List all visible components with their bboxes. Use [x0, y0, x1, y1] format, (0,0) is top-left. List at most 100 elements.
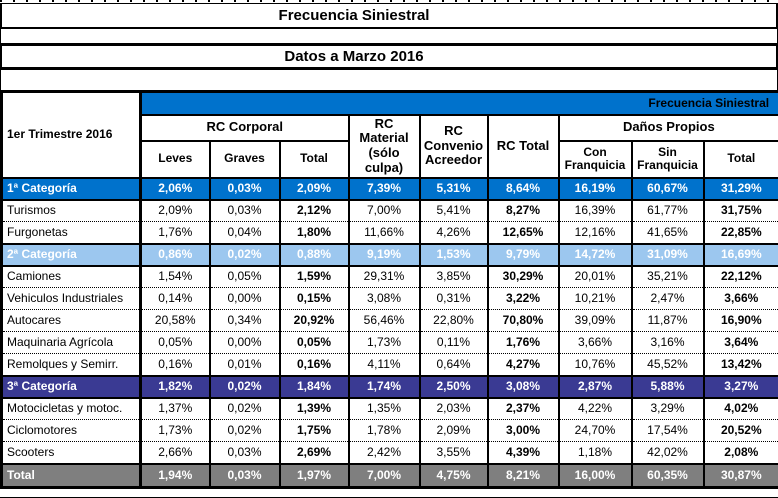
value-cell[interactable]: 3,08% — [347, 287, 421, 310]
value-cell[interactable]: 2,09% — [278, 176, 350, 201]
value-cell[interactable]: 9,79% — [486, 242, 560, 267]
value-cell[interactable]: 1,35% — [347, 397, 421, 420]
value-cell[interactable]: 1,73% — [139, 419, 211, 442]
value-cell[interactable]: 4,02% — [702, 397, 778, 420]
value-cell[interactable]: 0,02% — [208, 397, 281, 420]
value-cell[interactable]: 0,05% — [208, 265, 281, 288]
value-cell[interactable]: 2,08% — [702, 441, 778, 464]
value-cell[interactable]: 0,11% — [418, 331, 489, 354]
value-cell[interactable]: 0,88% — [278, 242, 350, 267]
value-cell[interactable]: 1,18% — [557, 441, 633, 464]
value-cell[interactable]: 56,46% — [347, 309, 421, 332]
value-cell[interactable]: 24,70% — [557, 419, 633, 442]
value-cell[interactable]: 22,85% — [702, 221, 778, 244]
value-cell[interactable]: 22,80% — [418, 309, 489, 332]
value-cell[interactable]: 3,16% — [630, 331, 705, 354]
column-header-rc-convenio[interactable]: RC Convenio Acreedor — [418, 113, 489, 179]
value-cell[interactable]: 20,52% — [702, 419, 778, 442]
value-cell[interactable]: 1,78% — [347, 419, 421, 442]
value-cell[interactable]: 2,87% — [557, 374, 633, 399]
column-header-con-franquicia[interactable]: Con Franquicia — [557, 139, 633, 179]
value-cell[interactable]: 31,09% — [630, 242, 705, 267]
row-label-cell[interactable]: Scooters — [0, 441, 142, 464]
value-cell[interactable]: 2,09% — [418, 419, 489, 442]
value-cell[interactable]: 2,06% — [139, 176, 211, 201]
value-cell[interactable]: 0,64% — [418, 353, 489, 376]
value-cell[interactable]: 0,02% — [208, 419, 281, 442]
column-header-sin-franquicia[interactable]: Sin Franquicia — [630, 139, 705, 179]
value-cell[interactable]: 31,75% — [702, 199, 778, 222]
row-label-cell[interactable]: 3ª Categoría — [0, 374, 142, 399]
value-cell[interactable]: 2,66% — [139, 441, 211, 464]
row-label-cell[interactable]: Autocares — [0, 309, 142, 332]
value-cell[interactable]: 1,84% — [278, 374, 350, 399]
subtitle-bar[interactable]: Datos a Marzo 2016 — [0, 43, 778, 70]
group-header-rc-corporal[interactable]: RC Corporal — [139, 113, 350, 142]
corner-header-cell[interactable]: 1er Trimestre 2016 — [0, 90, 142, 179]
value-cell[interactable]: 1,74% — [347, 374, 421, 399]
value-cell[interactable]: 13,42% — [702, 353, 778, 376]
value-cell[interactable]: 60,67% — [630, 176, 705, 201]
value-cell[interactable]: 30,87% — [702, 462, 778, 489]
value-cell[interactable]: 10,21% — [557, 287, 633, 310]
value-cell[interactable]: 41,65% — [630, 221, 705, 244]
value-cell[interactable]: 0,05% — [278, 331, 350, 354]
value-cell[interactable]: 8,64% — [486, 176, 560, 201]
value-cell[interactable]: 5,31% — [418, 176, 489, 201]
value-cell[interactable]: 0,01% — [208, 353, 281, 376]
value-cell[interactable]: 3,08% — [486, 374, 560, 399]
value-cell[interactable]: 2,69% — [278, 441, 350, 464]
value-cell[interactable]: 22,12% — [702, 265, 778, 288]
value-cell[interactable]: 16,39% — [557, 199, 633, 222]
value-cell[interactable]: 0,15% — [278, 287, 350, 310]
value-cell[interactable]: 10,76% — [557, 353, 633, 376]
value-cell[interactable]: 1,59% — [278, 265, 350, 288]
column-header-dp-total[interactable]: Total — [702, 139, 778, 179]
value-cell[interactable]: 1,76% — [486, 331, 560, 354]
value-cell[interactable]: 70,80% — [486, 309, 560, 332]
value-cell[interactable]: 2,50% — [418, 374, 489, 399]
column-header-graves[interactable]: Graves — [208, 139, 281, 179]
value-cell[interactable]: 2,37% — [486, 397, 560, 420]
row-label-cell[interactable]: Remolques y Semirr. — [0, 353, 142, 376]
value-cell[interactable]: 7,00% — [347, 199, 421, 222]
value-cell[interactable]: 4,22% — [557, 397, 633, 420]
value-cell[interactable]: 1,54% — [139, 265, 211, 288]
value-cell[interactable]: 1,80% — [278, 221, 350, 244]
value-cell[interactable]: 8,27% — [486, 199, 560, 222]
value-cell[interactable]: 11,66% — [347, 221, 421, 244]
value-cell[interactable]: 5,41% — [418, 199, 489, 222]
row-label-cell[interactable]: Turismos — [0, 199, 142, 222]
value-cell[interactable]: 17,54% — [630, 419, 705, 442]
value-cell[interactable]: 16,90% — [702, 309, 778, 332]
row-label-cell[interactable]: Total — [0, 462, 142, 489]
value-cell[interactable]: 30,29% — [486, 265, 560, 288]
value-cell[interactable]: 3,66% — [702, 287, 778, 310]
value-cell[interactable]: 0,16% — [278, 353, 350, 376]
value-cell[interactable]: 7,00% — [347, 462, 421, 489]
value-cell[interactable]: 0,03% — [208, 176, 281, 201]
value-cell[interactable]: 1,73% — [347, 331, 421, 354]
value-cell[interactable]: 3,85% — [418, 265, 489, 288]
value-cell[interactable]: 39,09% — [557, 309, 633, 332]
value-cell[interactable]: 8,21% — [486, 462, 560, 489]
column-header-rc-total[interactable]: RC Total — [486, 113, 560, 179]
value-cell[interactable]: 16,00% — [557, 462, 633, 489]
value-cell[interactable]: 4,27% — [486, 353, 560, 376]
value-cell[interactable]: 1,53% — [418, 242, 489, 267]
value-cell[interactable]: 0,03% — [208, 462, 281, 489]
value-cell[interactable]: 16,19% — [557, 176, 633, 201]
value-cell[interactable]: 11,87% — [630, 309, 705, 332]
value-cell[interactable]: 1,75% — [278, 419, 350, 442]
value-cell[interactable]: 2,03% — [418, 397, 489, 420]
column-header-total[interactable]: Total — [278, 139, 350, 179]
value-cell[interactable]: 0,02% — [208, 242, 281, 267]
value-cell[interactable]: 2,47% — [630, 287, 705, 310]
value-cell[interactable]: 14,72% — [557, 242, 633, 267]
value-cell[interactable]: 1,82% — [139, 374, 211, 399]
value-cell[interactable]: 31,29% — [702, 176, 778, 201]
row-label-cell[interactable]: Motocicletas y motoc. — [0, 397, 142, 420]
row-label-cell[interactable]: Ciclomotores — [0, 419, 142, 442]
value-cell[interactable]: 1,39% — [278, 397, 350, 420]
value-cell[interactable]: 1,76% — [139, 221, 211, 244]
